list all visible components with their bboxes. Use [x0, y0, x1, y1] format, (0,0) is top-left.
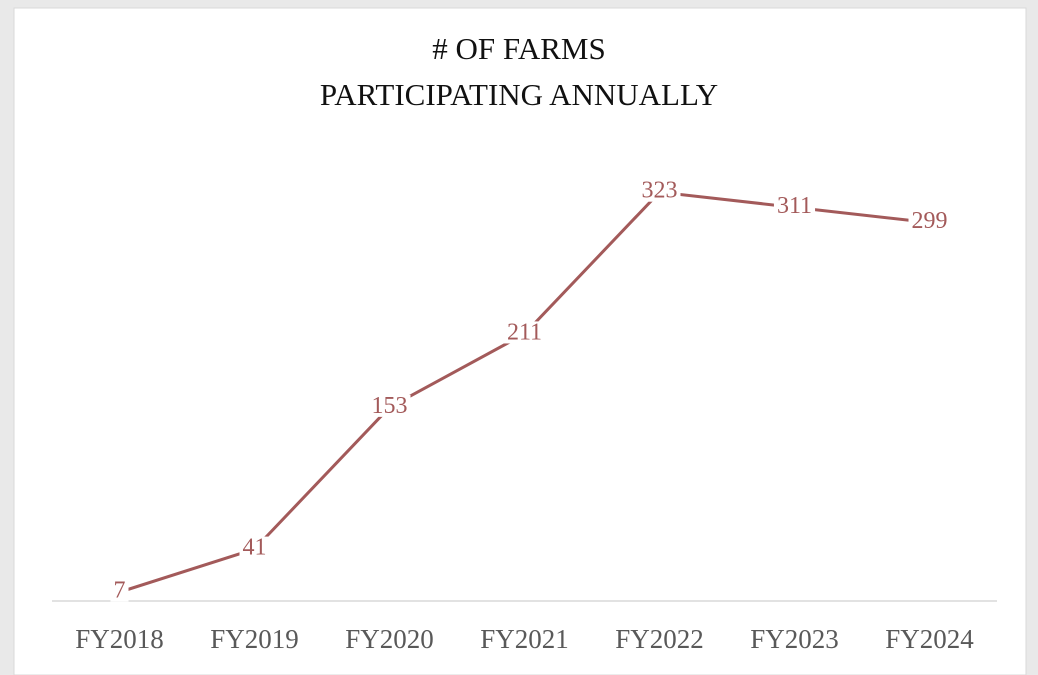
data-label: 299 [912, 208, 948, 234]
x-tick-label: FY2019 [210, 624, 299, 654]
data-label: 323 [642, 178, 678, 204]
data-label-background [503, 321, 546, 344]
data-label-background [773, 194, 816, 217]
data-label-background [638, 179, 681, 202]
x-tick-label: FY2018 [75, 624, 164, 654]
data-label-background [239, 536, 270, 559]
data-label: 311 [777, 193, 812, 219]
chart-title: PARTICIPATING ANNUALLY [320, 77, 718, 112]
data-label: 153 [372, 393, 408, 419]
x-tick-label: FY2022 [615, 624, 704, 654]
x-tick-label: FY2021 [480, 624, 569, 654]
x-tick-label: FY2024 [885, 624, 974, 654]
data-label-background [368, 394, 411, 417]
data-label: 41 [243, 535, 267, 561]
data-label: 211 [507, 319, 542, 345]
data-label-background [110, 579, 129, 602]
data-label: 7 [114, 578, 126, 604]
x-tick-label: FY2020 [345, 624, 434, 654]
data-label-background [908, 210, 951, 233]
chart-title: # OF FARMS [432, 31, 605, 66]
x-tick-label: FY2023 [750, 624, 839, 654]
